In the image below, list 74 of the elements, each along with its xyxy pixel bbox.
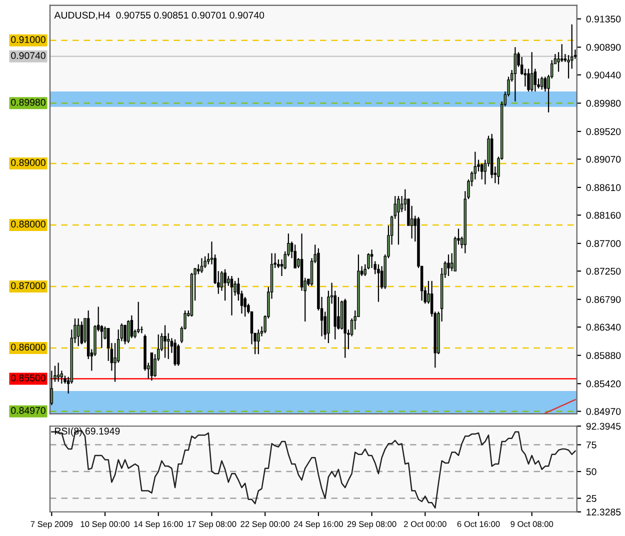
y-tick-label: 0.86790 xyxy=(586,296,621,303)
candlestick xyxy=(150,352,154,382)
candlestick xyxy=(370,249,374,269)
candlestick xyxy=(76,318,80,347)
x-tick-label: 24 Sep 16:00 xyxy=(294,521,343,529)
x-tick-label: 9 Oct 08:00 xyxy=(510,521,554,528)
y-tick-label: 0.91350 xyxy=(586,16,621,23)
candlestick xyxy=(56,362,60,382)
ref-line-label: 0.91000 xyxy=(11,36,46,44)
ref-line-label: 0.85500 xyxy=(11,374,46,382)
candlestick xyxy=(166,332,170,360)
candlestick xyxy=(224,268,226,302)
y-tick-label: 0.88160 xyxy=(586,212,621,219)
y-tick-label: 0.85880 xyxy=(586,352,621,359)
x-tick-label: 10 Sep 00:00 xyxy=(80,521,130,529)
y-tick-label: 75 xyxy=(586,442,596,448)
x-tick-label: 2 Oct 00:00 xyxy=(404,521,446,528)
x-tick-label: 22 Sep 00:00 xyxy=(240,521,290,529)
x-tick-label: 6 Oct 16:00 xyxy=(457,521,500,528)
y-tick-label: 0.88610 xyxy=(586,184,621,192)
ref-line-label: 0.89000 xyxy=(11,159,46,166)
y-tick-label: 0.87250 xyxy=(586,268,621,275)
candlestick xyxy=(177,344,180,366)
candlestick xyxy=(124,324,126,345)
y-tick-label: 0.86340 xyxy=(586,324,621,331)
y-tick-label: 0.85420 xyxy=(586,380,621,388)
x-tick-label: 29 Sep 08:00 xyxy=(347,521,396,529)
candlestick xyxy=(80,320,84,345)
y-tick-label: 0.87700 xyxy=(586,240,621,248)
y-tick-label: 25 xyxy=(586,495,596,502)
candlestick xyxy=(377,264,380,302)
candlestick xyxy=(530,52,534,92)
candlestick xyxy=(200,258,204,274)
candlestick xyxy=(227,275,230,286)
x-tick-label: 17 Sep 08:00 xyxy=(188,521,236,529)
candlestick xyxy=(480,162,484,180)
candlestick xyxy=(447,254,450,277)
candlestick xyxy=(50,370,54,406)
candlestick xyxy=(204,256,206,269)
y-tick-label: 0.89070 xyxy=(586,156,621,163)
y-tick-label: 0.84970 xyxy=(586,408,621,415)
y-tick-label: 0.89520 xyxy=(586,128,621,136)
candlestick xyxy=(544,76,547,92)
y-tick-label: 12.3285 xyxy=(586,508,621,516)
ref-line-label: 0.89980 xyxy=(11,98,46,106)
y-tick-label: 0.90440 xyxy=(586,72,621,78)
ref-line-label: 0.86000 xyxy=(11,344,46,351)
ref-line-label: 0.88000 xyxy=(11,220,46,228)
candlestick xyxy=(164,324,166,358)
candlestick xyxy=(174,338,176,366)
candlestick xyxy=(294,244,296,269)
candlestick xyxy=(140,326,144,334)
y-tick-label: 92.3945 xyxy=(586,422,621,430)
x-tick-label: 7 Sep 2009 xyxy=(30,521,73,529)
candlestick xyxy=(230,275,234,316)
candlestick xyxy=(560,44,564,63)
ref-line-label: 0.87000 xyxy=(11,282,46,290)
y-tick-label: 0.90890 xyxy=(586,44,621,51)
candlestick xyxy=(130,314,134,339)
candlestick xyxy=(397,195,400,246)
ref-line-label: 0.90740 xyxy=(11,52,46,60)
y-tick-label: 0.89980 xyxy=(586,100,621,107)
text: AUDUSD,H4 0.90755 0.90851 0.90701 0.90740 xyxy=(54,12,264,20)
candlestick xyxy=(514,46,517,102)
ref-line-label: 0.84970 xyxy=(11,407,46,414)
x-tick-label: 14 Sep 16:00 xyxy=(134,521,183,529)
candlestick xyxy=(126,320,130,344)
candlestick xyxy=(527,68,530,92)
candlestick xyxy=(136,301,140,334)
candlestick xyxy=(257,328,260,355)
candlestick xyxy=(540,76,544,90)
y-tick-label: 50 xyxy=(586,468,596,476)
candlestick xyxy=(197,264,200,275)
chart-title: RSI(8) 69.1949 xyxy=(55,427,120,436)
